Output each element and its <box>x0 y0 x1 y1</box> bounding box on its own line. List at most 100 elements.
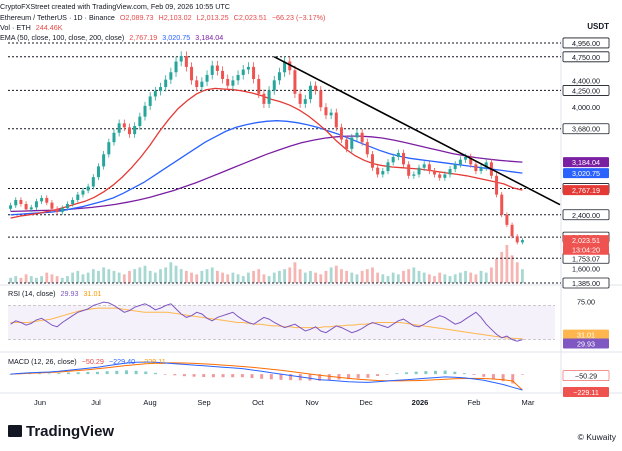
value-tag-label: 2,767.19 <box>572 186 600 195</box>
candle-body <box>143 105 147 117</box>
volume-bar <box>159 269 162 283</box>
volume-bar <box>257 269 261 283</box>
volume-bar <box>164 267 168 283</box>
value-tag-box <box>563 168 609 179</box>
candle-body <box>174 61 178 73</box>
volume-bar <box>241 276 245 283</box>
candle-body <box>443 174 447 178</box>
volume-bar <box>153 272 157 283</box>
volume-bar <box>433 276 436 283</box>
macd-hist-bar <box>105 371 109 375</box>
volume-bar <box>133 269 137 283</box>
candle-body <box>505 214 509 225</box>
ema200-line <box>10 135 523 213</box>
volume-bar <box>448 276 452 283</box>
ema50-value: 2,767.19 <box>129 33 158 42</box>
candle-body <box>308 85 312 100</box>
macd-hist-bar <box>366 374 370 378</box>
candle-body <box>9 205 13 209</box>
macd-header: MACD (12, 26, close) −50.29 −229.40 −229… <box>8 357 169 366</box>
volume-value: 244.46K <box>35 23 63 32</box>
candle-body <box>14 199 18 206</box>
trendline <box>273 56 561 206</box>
candle-body <box>169 72 173 80</box>
candle-body <box>148 96 152 106</box>
value-tag-label: 13:04:20 <box>572 246 600 255</box>
tradingview-logo[interactable]: TradingView <box>8 423 114 440</box>
volume-bar <box>293 262 297 283</box>
macd-hist-bar <box>520 374 524 375</box>
candle-body <box>215 65 219 71</box>
candle-body <box>60 208 64 213</box>
symbol-name[interactable]: Ethereum / TetherUS · 1D · Binance <box>0 13 115 22</box>
level-tag-label: 4,250.00 <box>572 86 600 95</box>
candle-body <box>122 123 126 128</box>
level-tag-label: 1,385.00 <box>572 279 600 288</box>
rsi-tick-label: 29.93 <box>577 340 595 349</box>
candle-body <box>386 162 390 172</box>
candle-body <box>236 74 240 81</box>
candle-body <box>510 224 514 237</box>
x-axis-label: Jul <box>91 398 101 407</box>
candle-body <box>381 171 385 175</box>
rsi-label[interactable]: RSI (14, close) <box>8 289 56 298</box>
rsi-value: 29.93 <box>60 289 79 298</box>
macd-hist-bar <box>76 372 80 375</box>
candle-body <box>19 199 23 205</box>
candle-body <box>267 90 271 104</box>
volume-bar <box>272 272 276 283</box>
candle-body <box>117 123 121 133</box>
macd-hist-bar <box>173 374 177 376</box>
candle-body <box>433 171 437 175</box>
macd-hist-bar <box>115 370 119 375</box>
candle-body <box>458 159 462 165</box>
volume-bar <box>86 272 90 283</box>
symbol-line: Ethereum / TetherUS · 1D · Binance O2,08… <box>0 13 328 22</box>
volume-bar <box>376 272 380 283</box>
macd-hist-bar <box>337 374 341 380</box>
candle-body <box>262 93 266 104</box>
volume-bar <box>226 274 230 283</box>
volume-bar <box>190 272 193 283</box>
rsi-ma-value: 31.01 <box>83 289 102 298</box>
level-tag-label: 4,750.00 <box>572 53 600 62</box>
volume-bar <box>122 274 126 283</box>
volume-label[interactable]: Vol · ETH <box>0 23 31 32</box>
macd-signal-value: −229.11 <box>140 357 166 366</box>
candle-body <box>495 175 499 195</box>
macd-label[interactable]: MACD (12, 26, close) <box>8 357 77 366</box>
macd-hist-bar <box>327 374 331 381</box>
currency-label[interactable]: USDT <box>587 22 609 31</box>
macd-hist-bar <box>86 371 90 375</box>
candle-body <box>195 80 199 88</box>
candle-body <box>298 93 302 104</box>
rsi-line <box>10 301 523 342</box>
volume-bar <box>396 274 400 283</box>
macd-tag-box <box>563 387 609 397</box>
candle-body <box>252 66 256 79</box>
volume-bar <box>298 269 302 283</box>
volume-bar <box>179 269 183 283</box>
candle-body <box>427 164 431 172</box>
macd-hist-bar <box>95 371 99 375</box>
volume-bar <box>45 272 49 283</box>
candle-body <box>283 61 287 73</box>
candle-body <box>438 174 442 178</box>
candle-body <box>329 112 333 116</box>
volume-bar <box>402 270 405 283</box>
tradingview-mark-icon <box>8 425 22 437</box>
candle-body <box>133 126 137 135</box>
volume-bar <box>417 270 421 283</box>
candle-body <box>231 80 235 86</box>
macd-hist-bar <box>385 374 389 375</box>
ema-label[interactable]: EMA (50, close, 100, close, 200, close) <box>0 33 125 42</box>
level-tag-box <box>562 51 610 63</box>
volume-bar <box>381 274 385 283</box>
volume-bar <box>464 270 467 283</box>
candle-body <box>303 99 307 104</box>
ema100-value: 3,020.75 <box>162 33 191 42</box>
candle-body <box>469 156 473 165</box>
volume-bar <box>515 262 519 283</box>
